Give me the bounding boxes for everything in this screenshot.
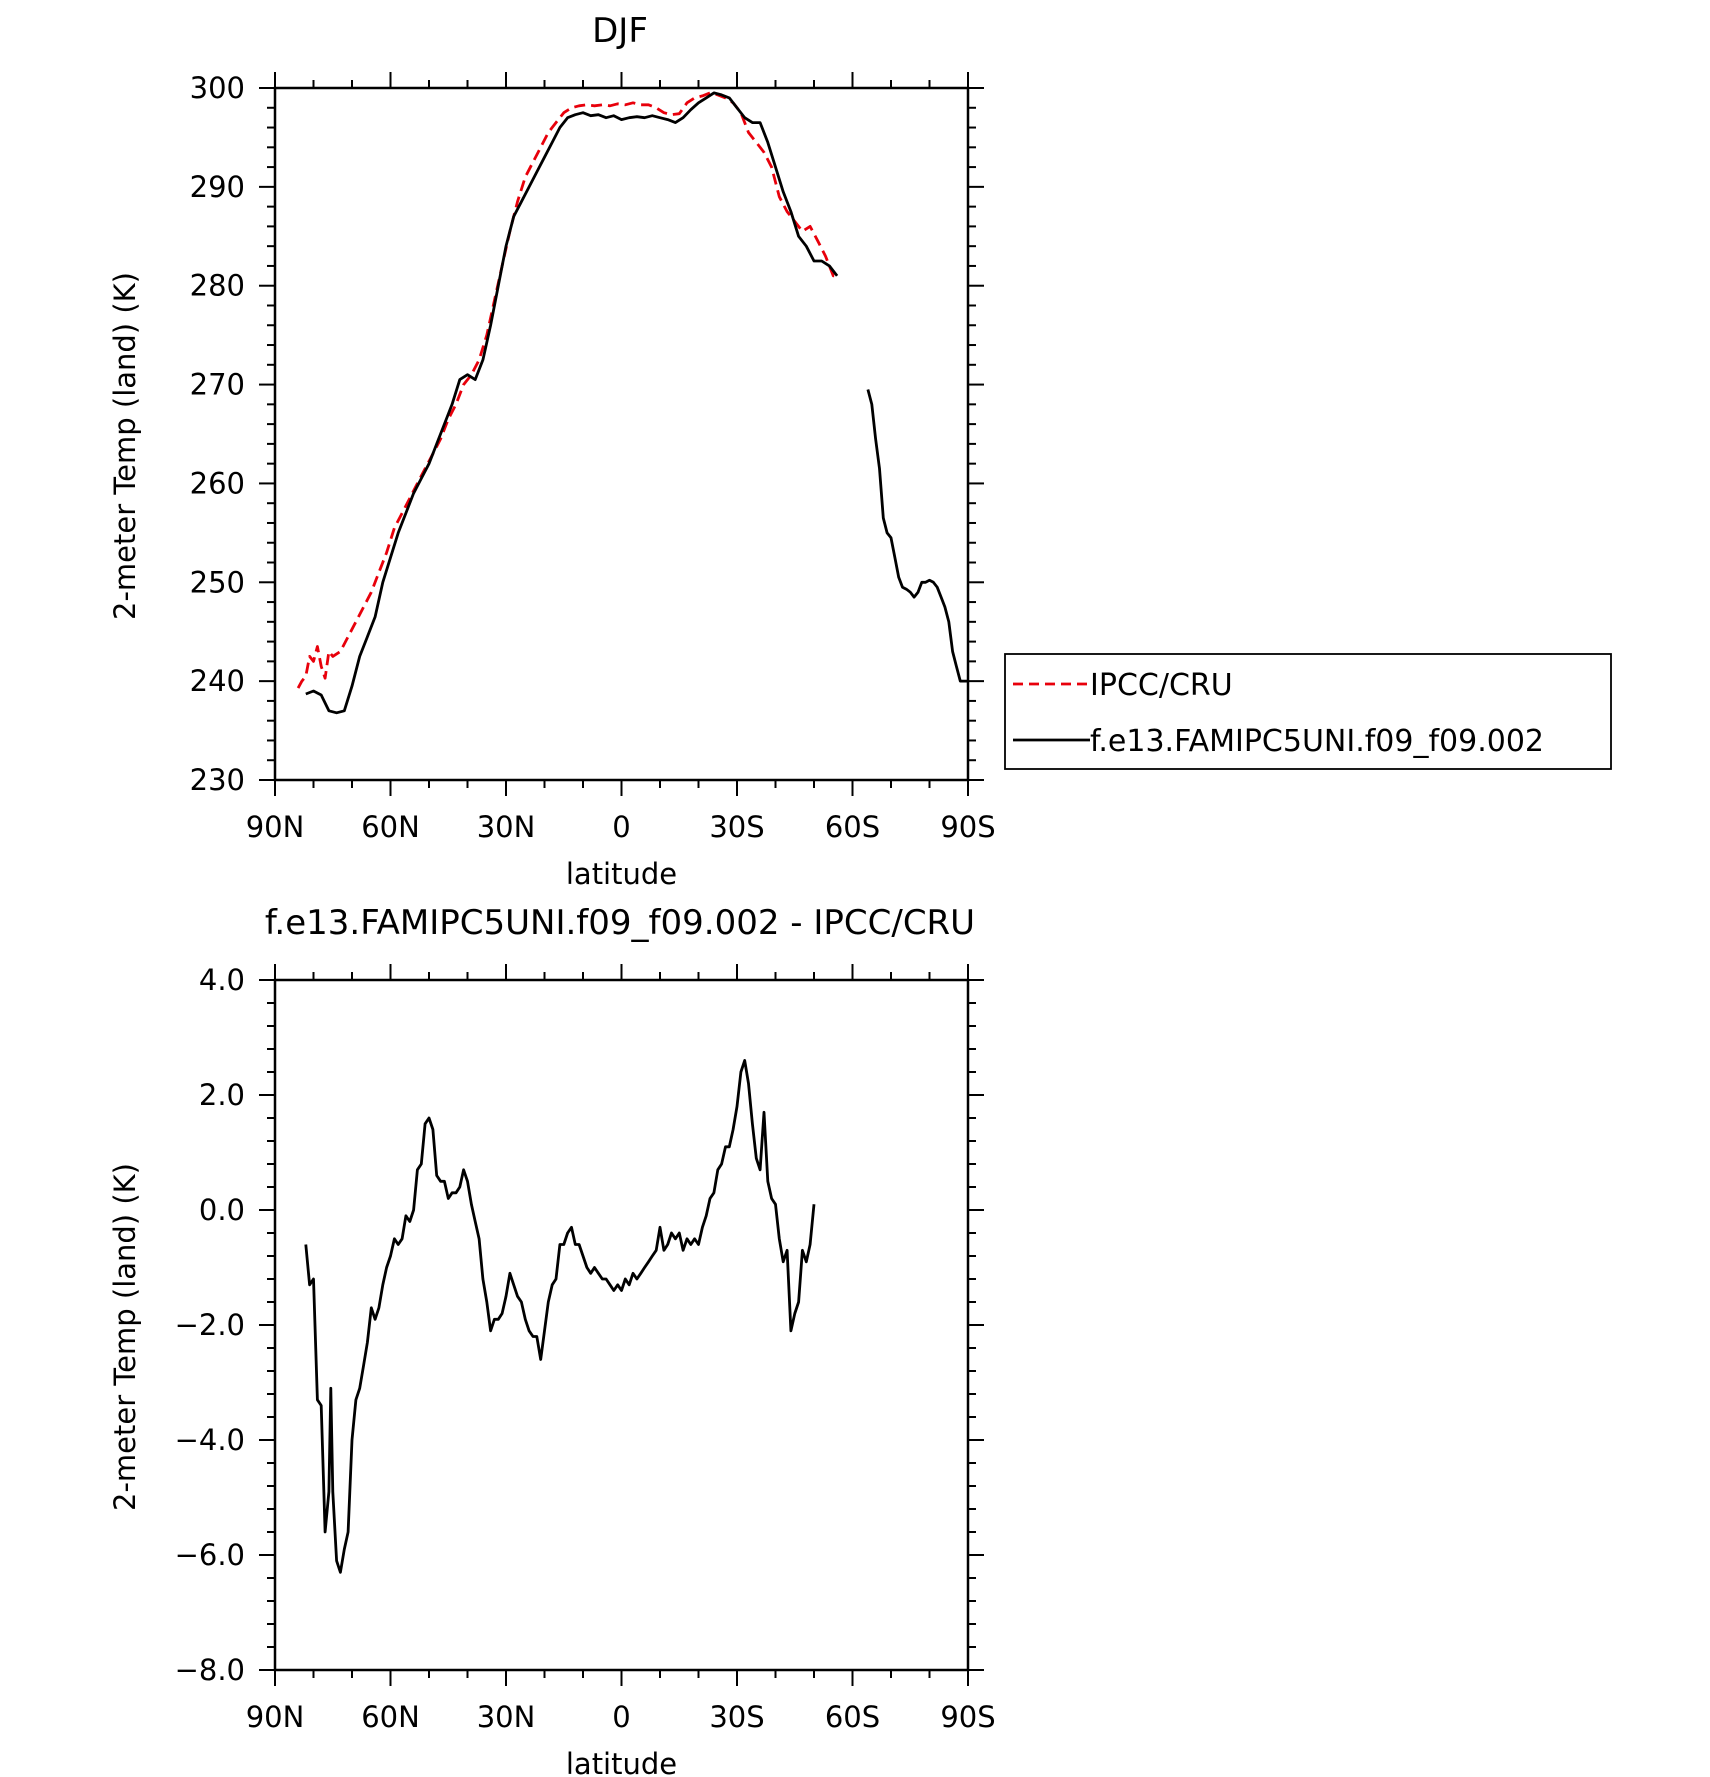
x-tick-label: 90N: [246, 1700, 305, 1734]
x-tick-label: 90S: [940, 1700, 995, 1734]
y-tick-label: 270: [190, 368, 245, 402]
x-tick-label: 0: [612, 810, 630, 844]
plot-frame: [273, 86, 970, 782]
y-tick-label: 4.0: [199, 963, 245, 997]
y-tick-label: −2.0: [175, 1308, 245, 1342]
y-axis-label: 2-meter Temp (land) (K): [108, 1163, 142, 1511]
plot-area: [304, 1059, 816, 1574]
x-tick-label: 60S: [825, 1700, 880, 1734]
series-line-f-e13-famipc5uni-f09-f09-002: [305, 91, 968, 715]
legend-label-ipcc-cru: IPCC/CRU: [1090, 668, 1233, 703]
legend: IPCC/CRU f.e13.FAMIPC5UNI.f09_f09.002: [1004, 653, 1612, 770]
y-tick-label: 280: [190, 269, 245, 303]
x-tick-label: 30N: [477, 810, 536, 844]
x-tick-label: 30S: [709, 810, 764, 844]
y-tick-label: 300: [190, 71, 245, 105]
y-tick-label: 230: [190, 763, 245, 797]
x-tick-label: 30S: [709, 1700, 764, 1734]
y-tick-label: −6.0: [175, 1538, 245, 1572]
plot-area: [296, 91, 968, 715]
x-tick-label: 60N: [361, 810, 420, 844]
x-axis-label: latitude: [566, 857, 677, 891]
top-chart: DJF 300 290 280 270 260 250 240 230 90N 60N 30N 0 3…: [108, 11, 996, 891]
series-line-difference: [304, 1059, 816, 1574]
legend-label-model: f.e13.FAMIPC5UNI.f09_f09.002: [1090, 724, 1544, 759]
y-axis-ticks: 4.0 2.0 0.0 −2.0 −4.0 −6.0 −8.0: [175, 963, 984, 1687]
legend-box: [1004, 653, 1612, 770]
x-tick-label: 60N: [361, 1700, 420, 1734]
chart-title: f.e13.FAMIPC5UNI.f09_f09.002 - IPCC/CRU: [265, 903, 975, 943]
y-axis-ticks: 300 290 280 270 260 250 240 230: [190, 71, 984, 797]
y-tick-label: −4.0: [175, 1423, 245, 1457]
y-axis-label: 2-meter Temp (land) (K): [108, 272, 142, 620]
y-tick-label: 250: [190, 565, 245, 599]
y-tick-label: 0.0: [199, 1193, 245, 1227]
x-tick-label: 0: [612, 1700, 630, 1734]
x-tick-label: 60S: [825, 810, 880, 844]
plot-frame: [273, 978, 970, 1672]
x-axis-ticks: 90N 60N 30N 0 30S 60S 90S: [246, 72, 996, 844]
y-tick-label: 2.0: [199, 1078, 245, 1112]
x-axis-label: latitude: [566, 1747, 677, 1777]
y-tick-label: 260: [190, 466, 245, 500]
x-axis-ticks: 90N 60N 30N 0 30S 60S 90S: [246, 964, 996, 1734]
y-tick-label: 240: [190, 664, 245, 698]
x-tick-label: 90N: [246, 810, 305, 844]
y-tick-label: 290: [190, 170, 245, 204]
bottom-chart: f.e13.FAMIPC5UNI.f09_f09.002 - IPCC/CRU …: [108, 903, 996, 1777]
x-tick-label: 90S: [940, 810, 995, 844]
chart-title: DJF: [592, 11, 648, 51]
x-tick-label: 30N: [477, 1700, 536, 1734]
y-tick-label: −8.0: [175, 1653, 245, 1687]
series-line-ipcc-cru: [296, 91, 838, 689]
